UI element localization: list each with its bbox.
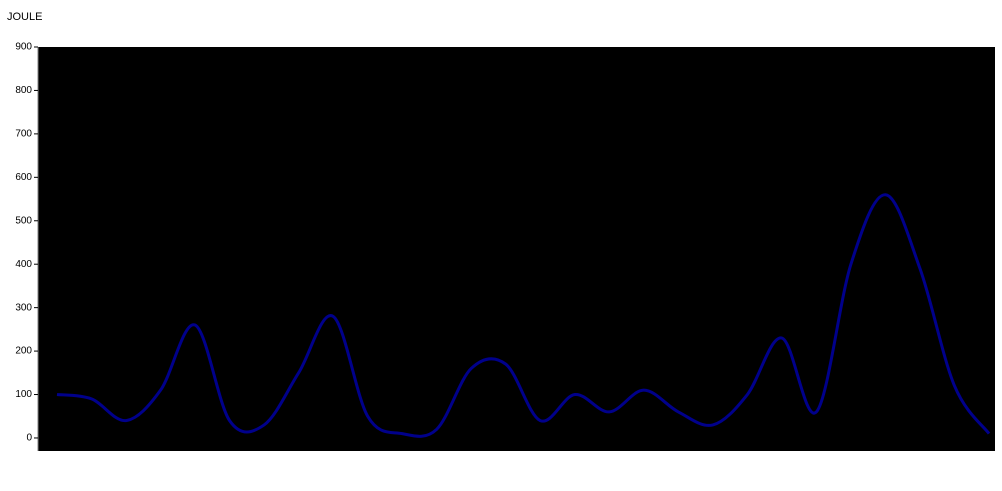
y-tick-label: 200 xyxy=(15,346,32,357)
data-line xyxy=(56,193,991,438)
y-tick-label: 800 xyxy=(15,85,32,96)
y-tick-label: 700 xyxy=(15,129,32,140)
y-tick-label: 500 xyxy=(15,215,32,226)
y-tick-label: 600 xyxy=(15,172,32,183)
plot-area xyxy=(38,47,995,451)
y-tick-label: 900 xyxy=(15,42,32,53)
y-tick-label: 400 xyxy=(15,259,32,270)
y-axis-title: JOULE xyxy=(7,11,42,23)
y-tick-label: 100 xyxy=(15,389,32,400)
y-tick-label: 300 xyxy=(15,302,32,313)
y-tick-label: 0 xyxy=(26,433,32,444)
